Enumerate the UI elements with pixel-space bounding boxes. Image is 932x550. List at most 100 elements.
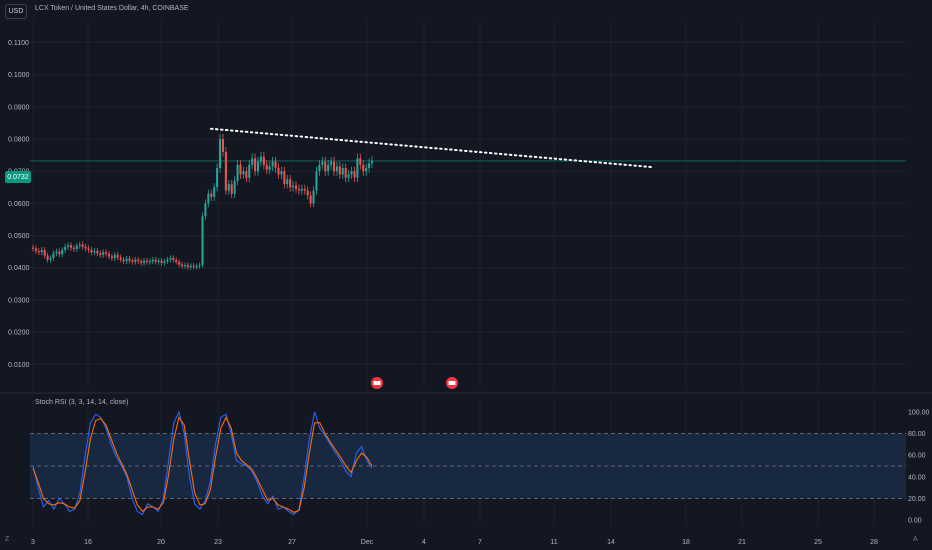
auto-scale-button[interactable]: A — [913, 536, 918, 543]
candle-body — [306, 190, 309, 196]
candle — [122, 256, 125, 265]
candle — [34, 245, 37, 254]
event-marker-glyph — [373, 381, 381, 385]
candle-body — [198, 265, 201, 267]
candle-body — [297, 188, 300, 191]
candle-body — [75, 245, 78, 250]
candle-body — [300, 188, 303, 191]
candle-body — [61, 250, 64, 255]
candle — [300, 184, 303, 195]
candle-body — [46, 255, 49, 260]
stoch-axis-label: 60.00 — [908, 453, 926, 460]
candle-body — [344, 168, 347, 178]
candle-body — [131, 260, 134, 262]
candle — [294, 181, 298, 194]
candle-body — [221, 139, 224, 152]
stoch-axis-label: 20.00 — [908, 496, 926, 503]
candle-body — [335, 166, 338, 172]
candle — [119, 254, 122, 263]
timezone-button[interactable]: Z — [5, 536, 10, 543]
candle-body — [195, 266, 198, 268]
candle — [58, 248, 61, 258]
candle — [198, 262, 201, 269]
candle-body — [359, 158, 362, 165]
candle — [163, 258, 166, 266]
candle — [61, 247, 64, 258]
stoch-axis-label: 40.00 — [908, 474, 926, 481]
candle-body — [368, 163, 371, 168]
candle — [87, 245, 90, 253]
candle — [370, 156, 374, 168]
candle — [134, 256, 137, 265]
candle-body — [37, 251, 40, 253]
candle — [46, 252, 49, 263]
candle — [338, 161, 341, 179]
candle — [78, 241, 81, 249]
time-axis-label: 3 — [31, 539, 35, 546]
candle — [201, 212, 204, 268]
candle-body — [312, 190, 315, 204]
time-axis-label: 16 — [84, 539, 92, 546]
candle-body — [78, 244, 81, 246]
price-axis-label: 0.0800 — [8, 137, 30, 144]
candle — [312, 186, 315, 208]
candle — [274, 156, 277, 173]
candle — [96, 248, 99, 257]
candle — [154, 256, 157, 265]
candle-body — [102, 252, 105, 255]
candle-body — [257, 161, 260, 172]
candle — [49, 255, 52, 263]
candle — [195, 263, 198, 270]
candle-body — [286, 179, 289, 185]
candle-body — [210, 193, 213, 197]
candle-body — [143, 260, 146, 263]
candle-body — [64, 246, 67, 251]
candle — [64, 243, 67, 253]
candle — [292, 181, 295, 192]
candle — [52, 250, 55, 261]
candle-body — [43, 250, 46, 256]
candle — [324, 156, 327, 176]
currency-selector[interactable]: USD — [5, 4, 27, 19]
chart-title: LCX Token / United States Dollar, 4h, CO… — [35, 5, 189, 12]
candle — [102, 249, 105, 258]
candle — [81, 241, 84, 250]
candle-body — [271, 161, 274, 167]
candle-body — [283, 171, 286, 185]
candle — [128, 255, 131, 264]
candle — [353, 166, 356, 183]
candle — [148, 258, 151, 265]
candle — [318, 160, 321, 176]
candle — [309, 191, 312, 208]
candle — [192, 263, 195, 270]
time-axis-label: 27 — [288, 539, 296, 546]
candle — [84, 243, 87, 252]
time-axis-label: 18 — [682, 539, 690, 546]
time-axis-label: 11 — [550, 539, 557, 546]
time-axis-label: 14 — [607, 539, 615, 546]
time-axis-label: 4 — [422, 539, 426, 546]
candle — [175, 257, 178, 265]
candle-body — [268, 166, 271, 170]
candle-body — [34, 248, 37, 252]
candle-body — [350, 171, 353, 175]
candle-body — [151, 259, 154, 262]
candle-body — [292, 185, 295, 188]
candle-body — [219, 139, 222, 168]
candle — [347, 169, 350, 183]
candle — [143, 257, 146, 266]
time-axis-label: 23 — [214, 539, 222, 546]
candle — [283, 166, 286, 189]
candle — [321, 156, 324, 170]
candle-body — [90, 250, 93, 253]
candle — [277, 163, 280, 179]
candle — [224, 147, 227, 195]
candle — [280, 166, 283, 179]
candle — [93, 248, 96, 256]
candle — [248, 160, 251, 183]
candle-body — [216, 168, 219, 188]
time-axis-label: 7 — [478, 539, 482, 546]
candle-body — [213, 187, 216, 197]
candle — [227, 179, 230, 195]
